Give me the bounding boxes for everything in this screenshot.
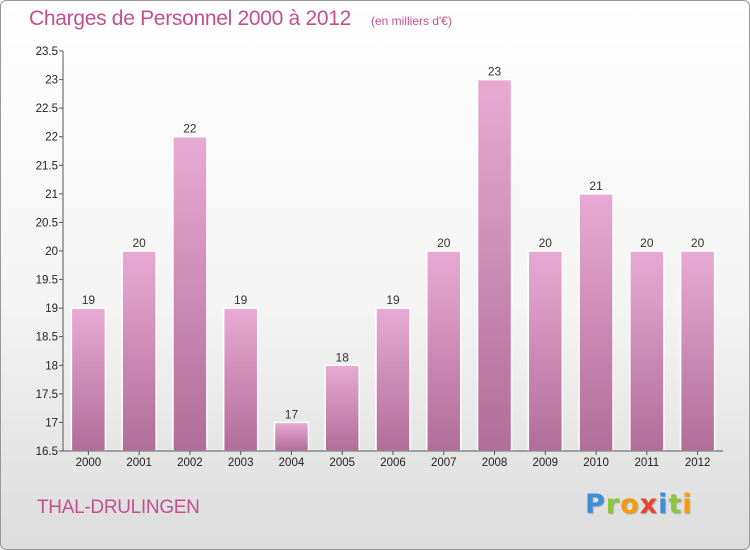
y-tick-label: 23 (45, 75, 58, 87)
bar-2008 (476, 78, 513, 452)
x-tick-label-2005: 2005 (329, 457, 355, 469)
y-tick-label: 21.5 (36, 160, 58, 172)
x-tick-label-2004: 2004 (279, 457, 305, 469)
data-label-2010: 21 (589, 179, 603, 193)
bar-2002 (172, 135, 208, 452)
bar-2000 (70, 307, 107, 452)
data-label-2007: 20 (437, 236, 451, 250)
y-tick-label: 22 (45, 132, 58, 144)
y-tick-label: 20.5 (36, 217, 58, 229)
y-tick-label: 23.5 (36, 46, 58, 58)
data-label-2006: 19 (386, 293, 400, 307)
x-tick-label-2012: 2012 (685, 457, 711, 469)
data-label-2004: 17 (285, 407, 299, 421)
data-label-2009: 20 (539, 236, 553, 250)
logo-letter: o (620, 489, 640, 520)
x-tick-label-2003: 2003 (228, 457, 254, 469)
x-tick-label-2007: 2007 (431, 457, 457, 469)
logo-letter: r (605, 489, 621, 520)
bar-2006 (375, 307, 411, 452)
commune-name: THAL-DRULINGEN (37, 497, 200, 518)
x-tick-label-2006: 2006 (380, 457, 406, 469)
unit-note: (en milliers d'€) (371, 14, 452, 28)
data-label-2005: 18 (336, 350, 350, 364)
logo-letter: x (639, 489, 659, 520)
y-tick-label: 17 (45, 417, 58, 429)
y-tick-label: 20 (45, 246, 58, 258)
x-tick-label-2010: 2010 (583, 457, 609, 469)
y-tick-label: 18 (45, 360, 58, 372)
y-tick-label: 17.5 (36, 389, 58, 401)
x-tick-label-2000: 2000 (76, 457, 102, 469)
logo-letter: t (668, 489, 683, 520)
data-label-2000: 19 (82, 293, 96, 307)
bar-2003 (222, 307, 259, 452)
bar-2005 (324, 364, 360, 452)
data-label-2001: 20 (132, 236, 146, 250)
logo-letter: P (585, 489, 606, 520)
logo-letter: i (682, 489, 693, 520)
y-tick-label: 19.5 (36, 275, 58, 287)
proxiti-logo: Proxiti (585, 489, 693, 520)
logo-letter: i (658, 489, 669, 520)
bar-2004 (273, 421, 310, 452)
bar-2009 (527, 250, 564, 452)
y-tick-label: 22.5 (36, 103, 58, 115)
x-tick-label-2009: 2009 (533, 457, 559, 469)
bar-2011 (629, 250, 665, 452)
data-label-2012: 20 (691, 236, 705, 250)
y-tick-label: 18.5 (36, 332, 58, 344)
chart-title: Charges de Personnel 2000 à 2012 (29, 7, 351, 30)
y-tick-label: 19 (45, 303, 58, 315)
data-label-2008: 23 (488, 65, 502, 79)
x-tick-label-2008: 2008 (482, 457, 508, 469)
data-label-2011: 20 (640, 236, 654, 250)
y-tick-label: 16.5 (36, 446, 58, 458)
data-label-2003: 19 (234, 293, 248, 307)
x-tick-label-2011: 2011 (634, 457, 659, 469)
x-tick-label-2001: 2001 (126, 457, 152, 469)
x-tick-label-2002: 2002 (177, 457, 203, 469)
bar-2010 (578, 193, 614, 452)
bar-2001 (121, 250, 157, 452)
bar-2007 (426, 250, 462, 452)
y-tick-label: 21 (45, 189, 58, 201)
data-label-2002: 22 (183, 122, 197, 136)
bar-2012 (679, 250, 716, 452)
